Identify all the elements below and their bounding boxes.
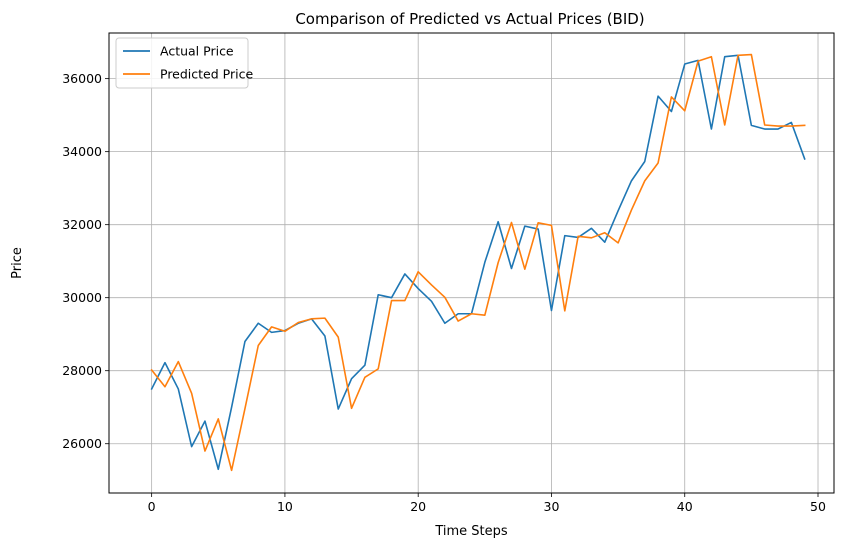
x-tick-label: 10 — [277, 499, 293, 514]
x-tick-label: 40 — [677, 499, 693, 514]
x-tick-label: 20 — [410, 499, 426, 514]
legend-label: Actual Price — [160, 44, 234, 59]
y-tick-label: 32000 — [62, 217, 102, 232]
series-line-1 — [150, 53, 806, 472]
series-lines — [150, 53, 806, 472]
y-axis-label: Price — [10, 247, 25, 279]
plot-frame — [108, 32, 835, 494]
x-tick-label: 30 — [544, 499, 560, 514]
legend: Actual Price Predicted Price — [115, 37, 253, 89]
series-line-0 — [150, 54, 806, 471]
x-axis-label: Time Steps — [434, 524, 508, 539]
grid — [109, 33, 834, 493]
y-tick-label: 28000 — [62, 363, 102, 378]
x-tick-label: 50 — [810, 499, 826, 514]
y-tick-label: 36000 — [62, 71, 102, 86]
axis-ticks: 0 10 20 30 40 50 26000 28000 30000 32000 34000 3600… — [62, 71, 826, 514]
chart-title: Comparison of Predicted vs Actual Prices… — [295, 10, 644, 28]
y-tick-label: 30000 — [62, 290, 102, 305]
x-tick-label: 0 — [148, 499, 156, 514]
legend-label: Predicted Price — [160, 67, 253, 82]
y-tick-label: 34000 — [62, 144, 102, 159]
y-tick-label: 26000 — [62, 436, 102, 451]
